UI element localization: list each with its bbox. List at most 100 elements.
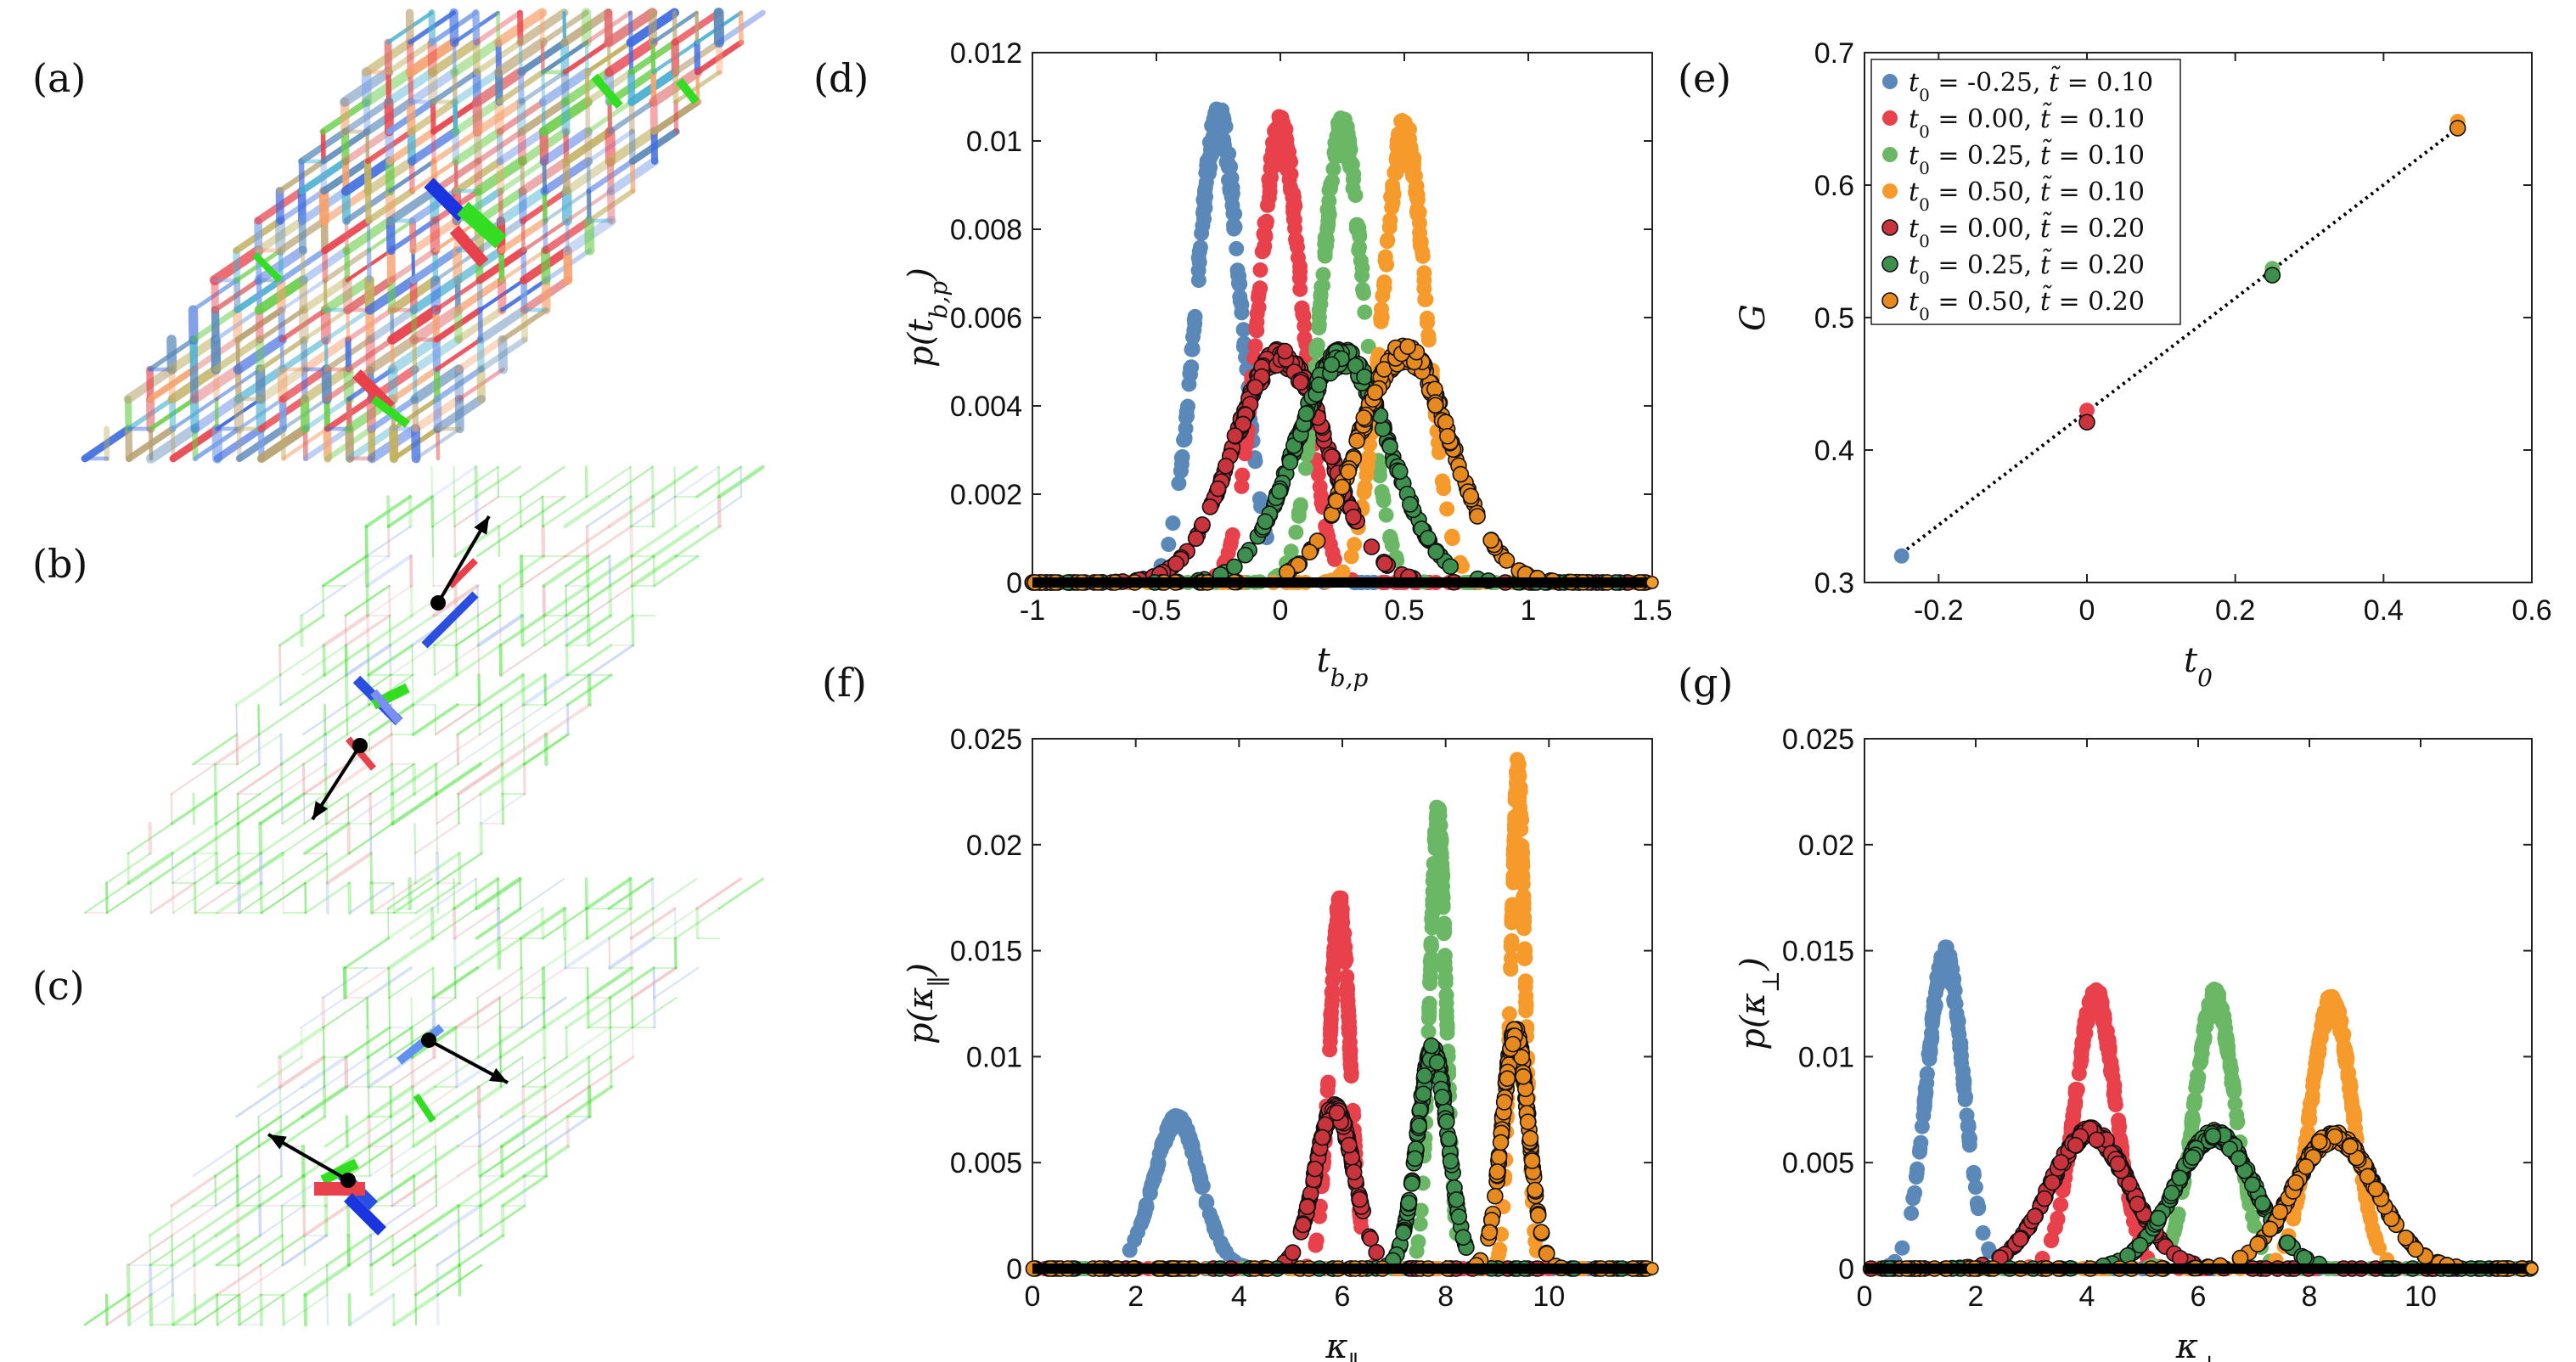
data-point bbox=[1380, 232, 1396, 248]
lattice-bond bbox=[497, 275, 507, 315]
lattice-bond bbox=[281, 763, 327, 795]
lattice-bond bbox=[522, 1115, 526, 1148]
lattice-bond bbox=[565, 644, 613, 677]
lattice-bond bbox=[216, 1293, 219, 1326]
lattice-bond bbox=[543, 1056, 546, 1088]
lattice-bond bbox=[124, 395, 132, 433]
lattice-bond bbox=[452, 127, 504, 166]
lattice-bond bbox=[216, 852, 262, 885]
lattice-bond bbox=[105, 852, 152, 885]
lattice-bond bbox=[518, 40, 523, 75]
data-point bbox=[2216, 1008, 2232, 1024]
lattice-bond bbox=[369, 822, 373, 855]
lattice-bond bbox=[302, 1204, 307, 1237]
data-point bbox=[2224, 1075, 2240, 1091]
data-point bbox=[1281, 453, 1299, 471]
lattice-bond bbox=[283, 1294, 329, 1325]
lattice-bond bbox=[323, 1115, 370, 1148]
lattice-bond bbox=[236, 426, 242, 461]
lattice-bond bbox=[344, 644, 348, 677]
lattice-bond bbox=[498, 495, 544, 528]
lattice-bond bbox=[475, 187, 527, 225]
data-point bbox=[1975, 1224, 1991, 1241]
data-point bbox=[1268, 126, 1285, 142]
lattice-bond bbox=[368, 792, 416, 825]
lattice-bond bbox=[369, 852, 373, 885]
lattice-bond bbox=[127, 1234, 173, 1267]
data-point bbox=[1341, 156, 1358, 172]
lattice-bond bbox=[369, 881, 374, 915]
data-point bbox=[1407, 167, 1423, 183]
lattice-bond bbox=[476, 613, 525, 648]
lattice-bond bbox=[500, 732, 548, 767]
data-point bbox=[1384, 537, 1400, 553]
lattice-bond bbox=[278, 1025, 326, 1060]
lattice-bond bbox=[453, 465, 499, 498]
data-point bbox=[1399, 338, 1416, 355]
data-point bbox=[1187, 308, 1203, 324]
lattice-bond bbox=[587, 584, 590, 617]
lattice-bond bbox=[321, 364, 332, 404]
data-point bbox=[1410, 1117, 1428, 1134]
data-point bbox=[1300, 442, 1316, 459]
data-point bbox=[1311, 320, 1327, 336]
data-point bbox=[2050, 1212, 2066, 1228]
data-point bbox=[1186, 322, 1202, 338]
lattice-bond bbox=[301, 1145, 349, 1178]
data-point bbox=[1323, 356, 1341, 374]
lattice-bond bbox=[587, 673, 592, 707]
data-point bbox=[1343, 549, 1359, 565]
x-tick-label: 6 bbox=[2191, 1280, 2207, 1313]
lattice-bond bbox=[344, 966, 391, 999]
lattice-bond bbox=[344, 247, 351, 284]
lattice-bond bbox=[435, 1174, 438, 1207]
lattice-bond bbox=[127, 1292, 132, 1327]
data-point bbox=[1391, 143, 1407, 159]
lattice-bond bbox=[479, 1145, 526, 1178]
data-point bbox=[1165, 515, 1181, 532]
lattice-bond bbox=[607, 98, 657, 135]
data-point bbox=[1435, 867, 1451, 883]
data-point bbox=[1196, 183, 1212, 200]
lattice-bond bbox=[233, 246, 241, 284]
data-point bbox=[2206, 988, 2222, 1004]
lattice-bond bbox=[281, 1234, 284, 1267]
panel-label-a: (a) bbox=[32, 55, 86, 101]
lattice-bond bbox=[454, 364, 464, 404]
lattice-bond bbox=[454, 996, 502, 1029]
data-point bbox=[1194, 516, 1211, 533]
legend-marker bbox=[1881, 256, 1898, 273]
lattice-bond bbox=[411, 395, 464, 433]
lattice-bond bbox=[475, 465, 522, 498]
data-point bbox=[1417, 291, 1433, 307]
data-point bbox=[1294, 1216, 1312, 1234]
data-point bbox=[1437, 970, 1454, 986]
lattice-bond bbox=[430, 465, 434, 498]
data-point bbox=[1229, 240, 1245, 256]
lattice-bond bbox=[254, 217, 263, 255]
lattice-bond bbox=[565, 644, 569, 677]
data-point bbox=[1308, 339, 1325, 355]
lattice-bond bbox=[500, 644, 546, 676]
lattice-bond bbox=[453, 466, 455, 498]
x-tick-label: 1.5 bbox=[1632, 594, 1672, 627]
lattice-bond bbox=[434, 1085, 481, 1118]
lattice-bond bbox=[192, 1145, 239, 1178]
lattice-bond bbox=[541, 524, 546, 559]
x-axis-label: t0 bbox=[2184, 641, 2213, 692]
lattice-bond bbox=[346, 763, 393, 796]
lattice-bond bbox=[696, 496, 742, 527]
data-point bbox=[1341, 1039, 1358, 1055]
lattice-bond bbox=[215, 793, 261, 825]
data-point bbox=[2078, 1008, 2095, 1024]
lattice-bond bbox=[346, 307, 351, 342]
defect-bond bbox=[591, 73, 623, 110]
data-point bbox=[1409, 204, 1425, 220]
lattice-bond bbox=[454, 276, 506, 314]
lattice-bond bbox=[588, 1055, 634, 1089]
lattice-bond bbox=[414, 881, 461, 915]
lattice-bond bbox=[498, 967, 544, 999]
lattice-bond bbox=[474, 876, 522, 911]
y-tick-label: 0.025 bbox=[1782, 723, 1854, 756]
lattice-bond bbox=[458, 1235, 460, 1266]
